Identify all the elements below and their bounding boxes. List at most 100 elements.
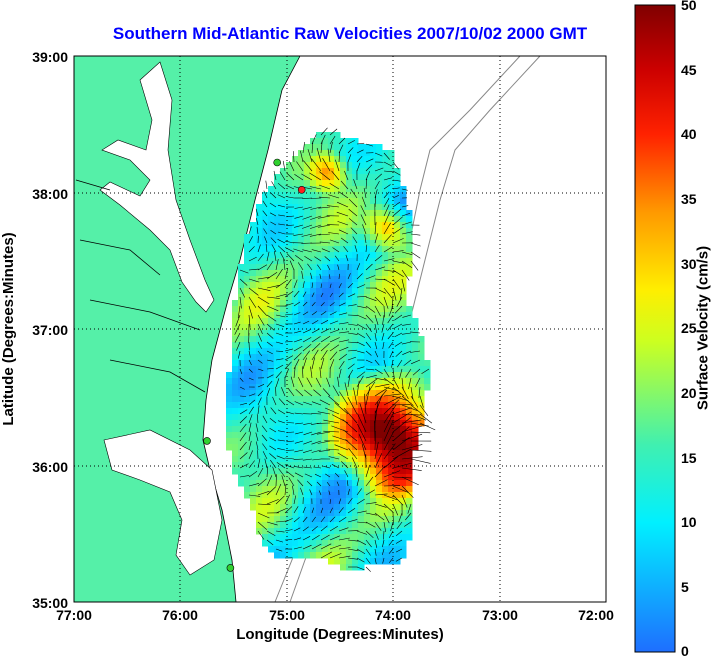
velocity-cell — [286, 312, 293, 319]
velocity-cell — [280, 234, 287, 241]
velocity-cell — [226, 372, 233, 379]
station-marker — [203, 437, 211, 445]
velocity-vector — [357, 413, 367, 433]
velocity-cell — [334, 444, 341, 451]
velocity-vector — [383, 503, 394, 513]
velocity-vector — [392, 494, 404, 506]
velocity-cell — [388, 396, 395, 403]
velocity-vector — [293, 466, 304, 469]
velocity-cell — [382, 366, 389, 373]
velocity-cell — [328, 522, 335, 529]
velocity-cell — [322, 252, 329, 259]
velocity-cell — [286, 498, 293, 505]
velocity-cell — [352, 300, 359, 307]
velocity-cell — [304, 282, 311, 289]
velocity-cell — [262, 360, 269, 367]
velocity-cell — [250, 438, 257, 445]
velocity-cell — [280, 480, 287, 487]
velocity-vector — [392, 269, 404, 278]
velocity-cell — [274, 300, 281, 307]
velocity-vector — [356, 375, 364, 388]
velocity-vector — [383, 443, 396, 460]
velocity-cell — [298, 306, 305, 313]
velocity-vector — [405, 512, 412, 521]
velocity-cell — [406, 306, 413, 313]
velocity-cell — [352, 510, 359, 517]
velocity-vector — [365, 386, 371, 406]
velocity-vector — [356, 548, 366, 555]
velocity-cell — [340, 204, 347, 211]
velocity-vector — [284, 368, 289, 379]
velocity-cell — [400, 426, 407, 433]
velocity-cell — [388, 354, 395, 361]
velocity-cell — [358, 564, 365, 571]
velocity-cell — [250, 450, 257, 457]
velocity-cell — [232, 306, 239, 313]
velocity-vector — [302, 301, 308, 307]
velocity-cell — [286, 366, 293, 373]
velocity-cell — [328, 414, 335, 421]
velocity-vector — [257, 253, 264, 262]
velocity-cell — [322, 504, 329, 511]
velocity-cell — [340, 318, 347, 325]
velocity-vector — [293, 151, 295, 163]
velocity-cell — [250, 468, 257, 475]
velocity-cell — [382, 270, 389, 277]
velocity-cell — [394, 318, 401, 325]
velocity-cell — [328, 444, 335, 451]
velocity-cell — [274, 342, 281, 349]
velocity-vector — [392, 260, 405, 264]
velocity-cell — [316, 258, 323, 265]
velocity-cell — [310, 486, 317, 493]
velocity-cell — [250, 474, 257, 481]
velocity-cell — [268, 534, 275, 541]
velocity-vector — [419, 404, 429, 416]
velocity-cell — [406, 240, 413, 247]
velocity-cell — [310, 408, 317, 415]
velocity-vector — [266, 285, 280, 289]
velocity-cell — [382, 240, 389, 247]
velocity-cell — [292, 534, 299, 541]
velocity-vector — [303, 422, 313, 425]
velocity-cell — [352, 294, 359, 301]
velocity-vector — [303, 449, 313, 453]
velocity-vector — [271, 244, 277, 253]
velocity-cell — [358, 258, 365, 265]
velocity-vector — [320, 551, 333, 559]
velocity-vector — [275, 350, 284, 352]
velocity-cell — [340, 552, 347, 559]
velocity-vector — [323, 465, 331, 469]
velocity-cell — [382, 162, 389, 169]
velocity-vector — [284, 268, 289, 280]
velocity-cell — [232, 384, 239, 391]
velocity-cell — [268, 282, 275, 289]
velocity-cell — [256, 444, 263, 451]
velocity-cell — [334, 150, 341, 157]
velocity-cell — [370, 390, 377, 397]
velocity-cell — [310, 270, 317, 277]
velocity-vector — [302, 350, 310, 361]
velocity-cell — [298, 348, 305, 355]
velocity-vector — [266, 499, 279, 505]
velocity-vector — [270, 407, 277, 415]
velocity-cell — [376, 198, 383, 205]
velocity-cell — [232, 312, 239, 319]
velocity-vector — [266, 251, 270, 262]
velocity-vector — [248, 359, 252, 366]
velocity-cell — [232, 378, 239, 385]
velocity-cell — [292, 498, 299, 505]
velocity-vector — [248, 287, 259, 296]
velocity-vector — [302, 206, 313, 210]
velocity-vector — [344, 470, 349, 478]
velocity-cell — [394, 522, 401, 529]
velocity-vector — [383, 494, 398, 501]
velocity-vector — [365, 512, 377, 516]
velocity-cell — [328, 516, 335, 523]
velocity-cell — [274, 450, 281, 457]
velocity-cell — [322, 348, 329, 355]
velocity-vector — [365, 158, 374, 163]
velocity-cell — [316, 552, 323, 559]
velocity-vector — [388, 305, 394, 317]
velocity-cell — [256, 342, 263, 349]
velocity-vector — [311, 301, 316, 307]
